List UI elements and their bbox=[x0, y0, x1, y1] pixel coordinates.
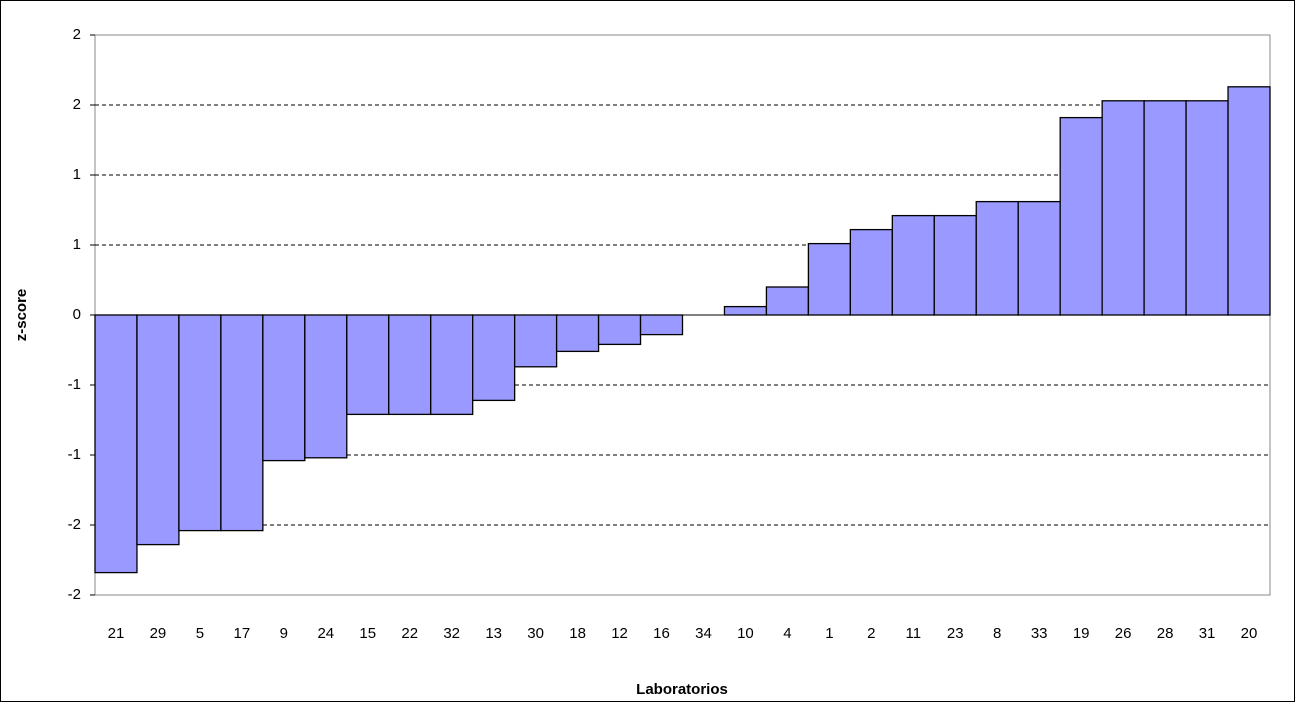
x-tick-label: 30 bbox=[527, 625, 544, 642]
bar bbox=[975, 200, 1019, 316]
x-tick-label: 31 bbox=[1199, 625, 1216, 642]
bar bbox=[472, 314, 516, 402]
bar bbox=[178, 314, 222, 532]
bar bbox=[136, 314, 180, 546]
bar bbox=[555, 314, 600, 353]
bar bbox=[597, 314, 642, 346]
x-tick-label: 1 bbox=[825, 625, 833, 642]
bar bbox=[430, 314, 474, 416]
y-tick-label: -2 bbox=[68, 516, 81, 533]
y-tick-label: -1 bbox=[68, 446, 81, 463]
bar bbox=[304, 314, 348, 459]
x-tick-label: 19 bbox=[1073, 625, 1090, 642]
x-tick-label: 32 bbox=[443, 625, 460, 642]
bar bbox=[849, 228, 893, 316]
y-axis-label: z-score bbox=[13, 289, 30, 342]
bar bbox=[1059, 116, 1103, 316]
bar bbox=[933, 214, 977, 316]
x-tick-label: 24 bbox=[317, 625, 334, 642]
y-tick-label: 2 bbox=[73, 26, 81, 43]
x-tick-label: 16 bbox=[653, 625, 670, 642]
bar bbox=[94, 314, 138, 574]
bar bbox=[639, 314, 684, 336]
bar bbox=[891, 214, 935, 316]
bar bbox=[765, 286, 810, 316]
x-tick-label: 17 bbox=[234, 625, 251, 642]
bar bbox=[1017, 200, 1061, 316]
x-tick-label: 34 bbox=[695, 625, 712, 642]
y-tick-label: 1 bbox=[73, 166, 81, 183]
x-tick-label: 23 bbox=[947, 625, 964, 642]
bar bbox=[807, 242, 852, 316]
x-tick-label: 18 bbox=[569, 625, 586, 642]
bar bbox=[1185, 100, 1229, 316]
x-tick-label: 5 bbox=[196, 625, 204, 642]
x-axis-label: Laboratorios bbox=[636, 681, 728, 698]
x-tick-label: 12 bbox=[611, 625, 628, 642]
y-tick-label: -2 bbox=[68, 586, 81, 603]
y-tick-label: 0 bbox=[73, 306, 81, 323]
x-tick-label: 29 bbox=[150, 625, 167, 642]
y-tick-label: 2 bbox=[73, 96, 81, 113]
x-tick-label: 11 bbox=[906, 625, 922, 642]
bar bbox=[723, 305, 768, 316]
bar bbox=[388, 314, 432, 416]
x-tick-label: 8 bbox=[993, 625, 1001, 642]
bar bbox=[346, 314, 390, 416]
x-tick-label: 26 bbox=[1115, 625, 1132, 642]
x-tick-label: 21 bbox=[108, 625, 125, 642]
bar bbox=[220, 314, 264, 532]
bar bbox=[262, 314, 306, 462]
x-tick-label: 4 bbox=[783, 625, 791, 642]
bar bbox=[513, 314, 558, 368]
bar bbox=[1227, 86, 1271, 316]
x-tick-label: 15 bbox=[359, 625, 376, 642]
y-tick-label: -1 bbox=[68, 376, 81, 393]
x-tick-label: 28 bbox=[1157, 625, 1174, 642]
x-tick-label: 22 bbox=[401, 625, 418, 642]
x-tick-label: 9 bbox=[280, 625, 288, 642]
y-tick-label: 1 bbox=[73, 236, 81, 253]
bar bbox=[1143, 100, 1187, 316]
x-tick-label: 20 bbox=[1241, 625, 1258, 642]
x-tick-label: 2 bbox=[867, 625, 875, 642]
x-tick-label: 13 bbox=[485, 625, 502, 642]
x-tick-label: 33 bbox=[1031, 625, 1048, 642]
x-tick-label: 10 bbox=[737, 625, 754, 642]
bar bbox=[1101, 100, 1145, 316]
